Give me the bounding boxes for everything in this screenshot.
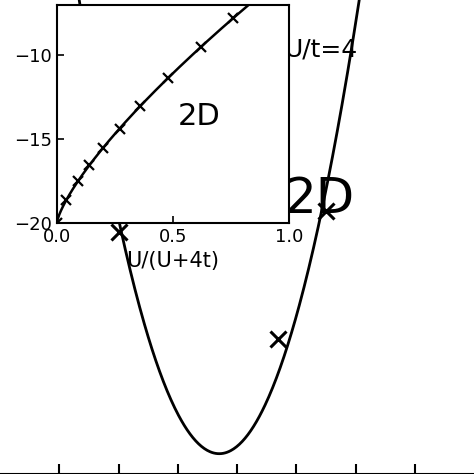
- Text: 2D: 2D: [284, 175, 355, 223]
- Text: 2D: 2D: [178, 101, 220, 131]
- X-axis label: U/(U+4t): U/(U+4t): [127, 251, 219, 271]
- Text: U/t=4: U/t=4: [284, 38, 358, 62]
